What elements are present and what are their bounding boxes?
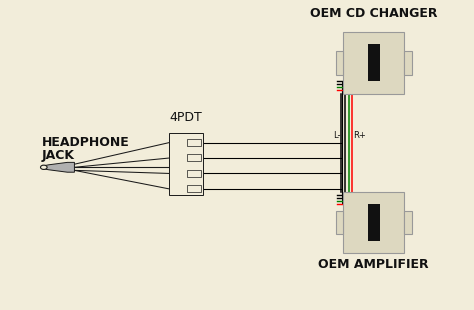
Text: R+: R+	[171, 140, 179, 145]
FancyBboxPatch shape	[187, 154, 201, 161]
Text: JACK: JACK	[41, 148, 74, 162]
Text: Gnd: Gnd	[171, 156, 182, 161]
FancyBboxPatch shape	[367, 44, 380, 81]
Text: OEM AMPLIFIER: OEM AMPLIFIER	[319, 258, 429, 271]
Text: R+: R+	[354, 131, 366, 140]
FancyBboxPatch shape	[343, 32, 404, 94]
FancyBboxPatch shape	[404, 211, 411, 234]
FancyBboxPatch shape	[367, 204, 380, 241]
Text: 4PDT: 4PDT	[169, 111, 202, 124]
FancyBboxPatch shape	[187, 139, 201, 146]
FancyBboxPatch shape	[343, 192, 404, 253]
FancyBboxPatch shape	[187, 170, 201, 176]
Text: Gnd: Gnd	[171, 186, 182, 191]
Text: L-: L-	[333, 131, 341, 140]
Text: OEM CD CHANGER: OEM CD CHANGER	[310, 7, 438, 20]
FancyBboxPatch shape	[169, 134, 202, 195]
FancyBboxPatch shape	[404, 51, 411, 74]
FancyBboxPatch shape	[336, 51, 343, 74]
Text: L+: L+	[171, 171, 178, 176]
Circle shape	[40, 165, 47, 170]
FancyBboxPatch shape	[336, 211, 343, 234]
FancyBboxPatch shape	[187, 185, 201, 192]
Text: HEADPHONE: HEADPHONE	[41, 136, 129, 149]
Polygon shape	[44, 162, 74, 172]
